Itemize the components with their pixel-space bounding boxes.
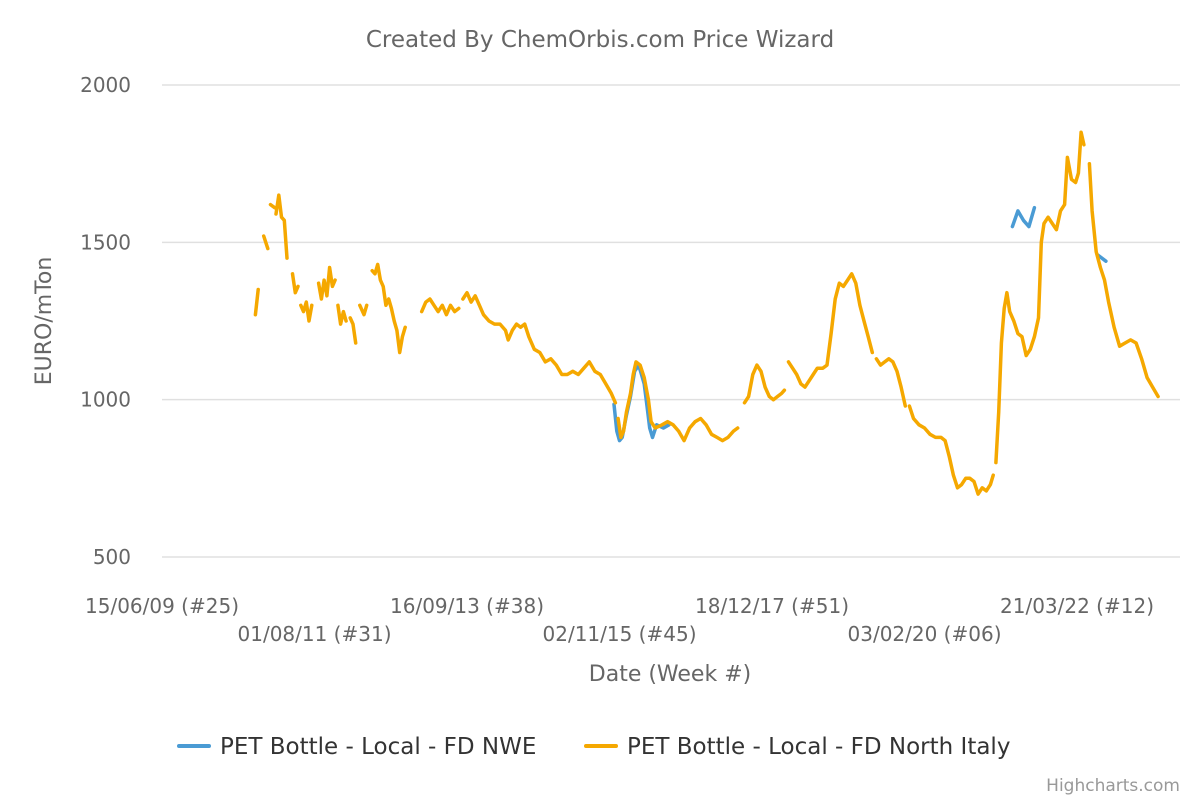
series-line-segment <box>261 234 270 251</box>
series-north-italy <box>253 130 1160 496</box>
legend-item-nwe[interactable]: PET Bottle - Local - FD NWE <box>177 734 536 760</box>
x-tick-label: 02/11/15 (#45) <box>543 622 697 646</box>
x-axis-title: Date (Week #) <box>589 662 751 687</box>
x-tick-label: 21/03/22 (#12) <box>1000 594 1154 618</box>
series-line-segment <box>268 202 277 210</box>
y-tick-label: 1000 <box>80 388 131 412</box>
series-line-segment <box>358 303 369 317</box>
series-line-segment <box>1010 205 1037 229</box>
series-line-segment <box>370 262 407 355</box>
legend[interactable]: PET Bottle - Local - FD NWE PET Bottle -… <box>177 734 1010 760</box>
legend-item-north-italy[interactable]: PET Bottle - Local - FD North Italy <box>584 734 1010 760</box>
series-line-segment <box>419 297 461 317</box>
series-line-segment <box>461 290 618 405</box>
y-axis-title: EURO/mTon <box>32 257 57 386</box>
series-line-segment <box>786 272 875 389</box>
y-tick-label: 2000 <box>80 73 131 97</box>
series-line-segment <box>874 357 908 408</box>
x-tick-label: 16/09/13 (#38) <box>390 594 544 618</box>
grid-lines <box>162 84 1180 558</box>
x-tick-label: 03/02/20 (#06) <box>848 622 1002 646</box>
credits-link[interactable]: Highcharts.com <box>1046 776 1180 796</box>
series-line-segment <box>290 272 300 295</box>
x-tick-label: 01/08/11 (#31) <box>238 622 392 646</box>
chart-title: Created By ChemOrbis.com Price Wizard <box>366 27 834 53</box>
series-lines <box>253 130 1160 496</box>
series-line-segment <box>316 265 337 301</box>
series-line-segment <box>1087 161 1160 399</box>
legend-label-nwe: PET Bottle - Local - FD NWE <box>220 734 536 760</box>
series-line-segment <box>348 316 358 345</box>
series-line-segment <box>907 404 995 496</box>
series-line-segment <box>616 360 740 443</box>
y-tick-label: 1500 <box>80 230 131 254</box>
series-line-segment <box>742 363 787 405</box>
x-tick-label: 18/12/17 (#51) <box>695 594 849 618</box>
series-line-segment <box>274 193 289 260</box>
series-line-segment <box>253 287 260 317</box>
series-line-segment <box>994 130 1086 465</box>
y-axis-ticks: 500 1000 1500 2000 <box>80 73 131 569</box>
legend-label-north-italy: PET Bottle - Local - FD North Italy <box>627 734 1010 760</box>
y-tick-label: 500 <box>93 545 131 569</box>
x-axis-ticks: 15/06/09 (#25) 01/08/11 (#31) 16/09/13 (#3… <box>85 594 1154 646</box>
series-line-segment <box>299 300 314 323</box>
series-line-segment <box>336 303 348 326</box>
x-tick-label: 15/06/09 (#25) <box>85 594 239 618</box>
